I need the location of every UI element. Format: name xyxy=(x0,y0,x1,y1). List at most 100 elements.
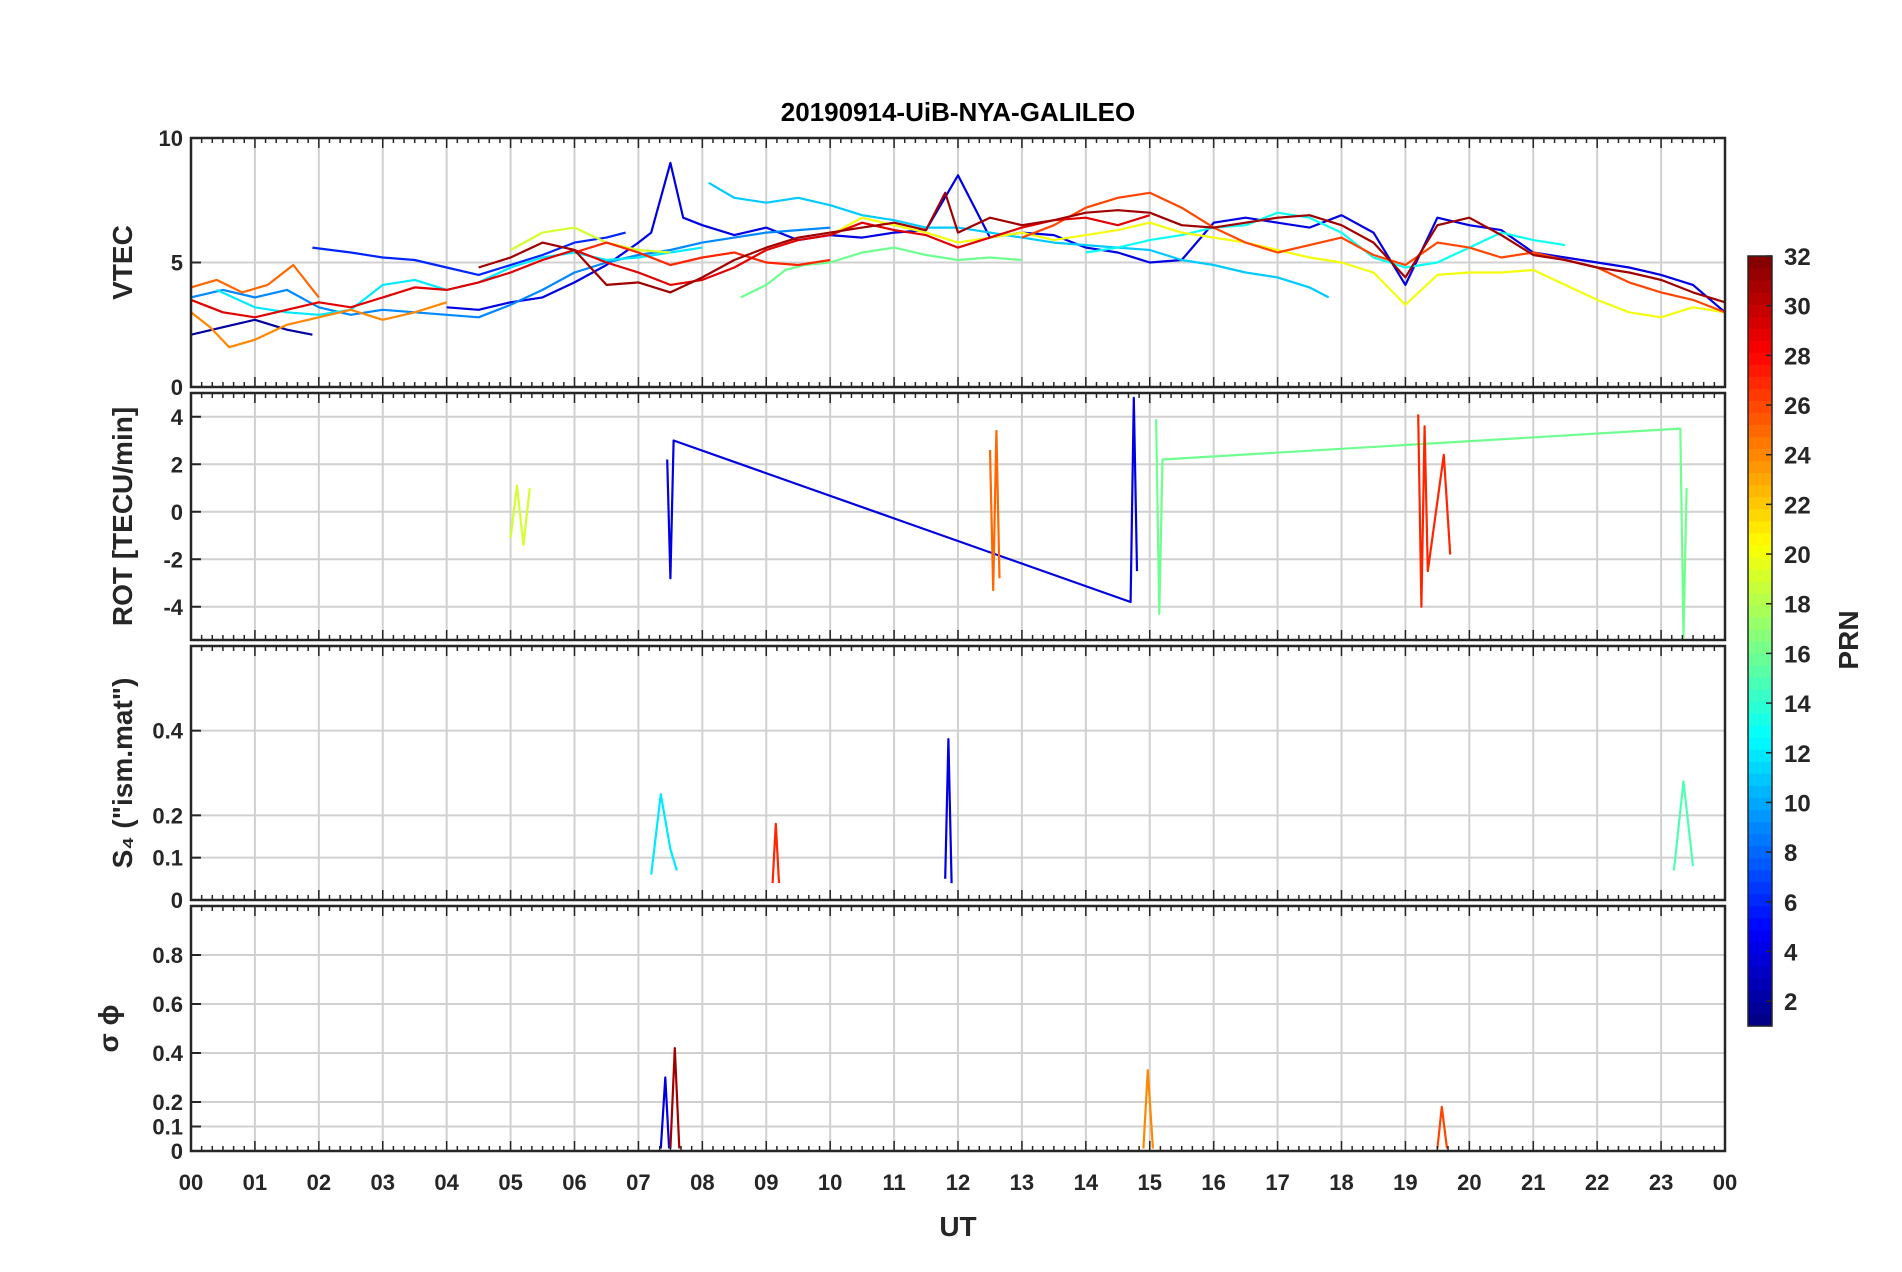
series-prn-20 xyxy=(829,216,1725,319)
colorbar-segment xyxy=(1748,544,1772,558)
series-prn-16 xyxy=(1155,419,1688,639)
series-prn-16 xyxy=(740,246,1022,299)
colorbar-segment xyxy=(1748,761,1772,774)
colorbar-segment xyxy=(1748,977,1772,991)
y-axis-label-vtec: VTEC xyxy=(107,225,138,300)
series-prn-31 xyxy=(478,191,1725,304)
y-tick-label: 2 xyxy=(171,452,183,477)
colorbar-tick-label: 4 xyxy=(1784,939,1798,966)
y-tick-label: 0.1 xyxy=(152,1115,183,1140)
y-axis-label-rot: ROT [TECU/min] xyxy=(107,407,138,626)
colorbar-segment xyxy=(1748,352,1772,365)
colorbar-segment xyxy=(1748,905,1772,919)
x-tick-label: 19 xyxy=(1393,1170,1417,1195)
panel-sigma_phi: 00.10.2 0.4 0.6 0.8 σ ϕ xyxy=(93,904,1727,1164)
y-tick-label: 0 xyxy=(171,1139,183,1164)
series-prn-26 xyxy=(1021,191,1725,314)
colorbar-segment xyxy=(1748,496,1772,510)
x-tick-label: 02 xyxy=(307,1170,331,1195)
colorbar-tick-label: 20 xyxy=(1784,542,1811,569)
colorbar-segment xyxy=(1748,628,1772,642)
colorbar-segment xyxy=(1748,797,1772,811)
colorbar-segment xyxy=(1748,292,1772,305)
panel-vtec: 0 5 10 VTEC xyxy=(107,126,1727,400)
colorbar-segment xyxy=(1748,400,1772,414)
y-tick-label: 0.8 xyxy=(152,943,183,968)
colorbar-segment xyxy=(1748,869,1772,883)
y-tick-label: 0 xyxy=(171,500,183,525)
colorbar-tick-label: 8 xyxy=(1784,840,1797,867)
series-prn-19 xyxy=(509,484,531,547)
colorbar-tick-label: 6 xyxy=(1784,890,1797,917)
colorbar-segment xyxy=(1748,1001,1772,1015)
colorbar-segment xyxy=(1748,604,1772,618)
colorbar-segment xyxy=(1748,665,1772,678)
colorbar-tick-label: 28 xyxy=(1784,343,1811,370)
colorbar-segment xyxy=(1748,701,1772,714)
x-tick-label: 18 xyxy=(1329,1170,1353,1195)
colorbar-segment xyxy=(1748,857,1772,871)
x-tick-label: 21 xyxy=(1521,1170,1545,1195)
colorbar-segment xyxy=(1748,520,1772,534)
colorbar-segment xyxy=(1748,893,1772,907)
series-prn-25 xyxy=(191,263,320,299)
chart-title: 20190914-UiB-NYA-GALILEO xyxy=(781,97,1136,127)
colorbar-segment xyxy=(1748,364,1772,377)
x-tick-labels: 00 01 02 03 04 05 06 07 08 09 10 11 12 13 14 15 16 17 18 19… xyxy=(179,1170,1737,1195)
colorbar-frame xyxy=(1747,255,1773,1027)
panel-rot: -4 -2 0 2 4 ROT [TECU/min] xyxy=(107,391,1727,642)
colorbar-segment xyxy=(1748,989,1772,1003)
x-tick-label: 10 xyxy=(818,1170,842,1195)
colorbar-segment xyxy=(1748,328,1772,341)
colorbar-tick-label: 16 xyxy=(1784,641,1811,668)
colorbar-segment xyxy=(1748,1013,1772,1027)
colorbar-segment xyxy=(1748,616,1772,630)
y-tick-label: 0.1 xyxy=(152,846,183,871)
colorbar-segment xyxy=(1748,929,1772,943)
colorbar-segment xyxy=(1748,653,1772,666)
y-tick-label: 0 xyxy=(171,888,183,913)
y-tick-label: 10 xyxy=(159,126,183,151)
colorbar-tick-label: 32 xyxy=(1784,244,1811,271)
series-group xyxy=(509,396,1688,639)
series-prn-4 xyxy=(446,161,1725,314)
colorbar-segment xyxy=(1748,484,1772,498)
colorbar-segment xyxy=(1748,845,1772,859)
colorbar-segment xyxy=(1748,785,1772,799)
colorbar-segment xyxy=(1748,280,1772,293)
colorbar-segment xyxy=(1748,448,1772,462)
colorbar-segment xyxy=(1748,833,1772,847)
colorbar-segment xyxy=(1748,881,1772,895)
colorbar-segment xyxy=(1748,316,1772,329)
x-tick-label: 23 xyxy=(1649,1170,1673,1195)
colorbar-segment xyxy=(1748,508,1772,522)
x-tick-label: 06 xyxy=(562,1170,586,1195)
x-tick-label: 15 xyxy=(1138,1170,1162,1195)
x-tick-label: 05 xyxy=(498,1170,522,1195)
y-tick-label: -2 xyxy=(163,547,183,572)
colorbar-segment xyxy=(1748,725,1772,738)
colorbar-segment xyxy=(1748,460,1772,474)
x-tick-label: 00 xyxy=(1713,1170,1737,1195)
colorbar-segment xyxy=(1748,304,1772,317)
y-tick-label: -4 xyxy=(163,595,183,620)
colorbar-segment xyxy=(1748,256,1772,269)
colorbar-segment xyxy=(1748,568,1772,582)
x-tick-label: 12 xyxy=(946,1170,970,1195)
series-group xyxy=(650,737,1695,884)
colorbar-segment xyxy=(1748,737,1772,750)
series-group xyxy=(659,1046,1449,1149)
x-tick-label: 00 xyxy=(179,1170,203,1195)
series-prn-6 xyxy=(312,231,626,276)
series-prn-25 xyxy=(988,429,1001,592)
x-tick-label: 08 xyxy=(690,1170,714,1195)
colorbar-segment xyxy=(1748,412,1772,426)
colorbar-tick-label: 12 xyxy=(1784,741,1811,768)
colorbar-segment xyxy=(1748,677,1772,690)
series-prn-27 xyxy=(771,822,781,884)
series-prn-27 xyxy=(1417,414,1452,608)
colorbar-tick-label: 2 xyxy=(1784,989,1797,1016)
colorbar-segment xyxy=(1748,436,1772,450)
colorbar-segment xyxy=(1748,388,1772,401)
